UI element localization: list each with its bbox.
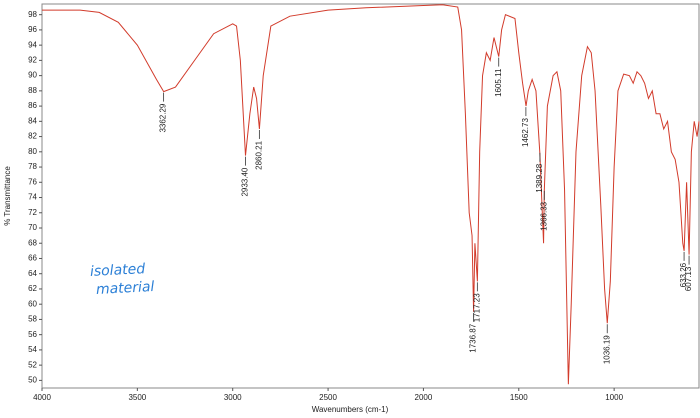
peak-label: 2933.40 <box>241 167 250 196</box>
y-tick-label: 88 <box>28 86 37 95</box>
y-tick-label: 68 <box>28 238 37 247</box>
x-tick-label: 3500 <box>128 393 146 402</box>
y-tick-label: 92 <box>28 55 37 64</box>
x-tick-label: 1000 <box>605 393 623 402</box>
handwritten-note: isolated <box>90 261 146 280</box>
y-tick-label: 52 <box>28 360 37 369</box>
spectrum-line <box>42 4 700 385</box>
x-tick-label: 1500 <box>510 393 528 402</box>
y-tick-label: 50 <box>28 375 37 384</box>
y-tick-label: 72 <box>28 208 37 217</box>
peak-label: 1462.73 <box>521 118 530 147</box>
peak-label: 1036.19 <box>602 335 611 364</box>
peak-label: 1389.28 <box>535 163 544 192</box>
y-tick-label: 90 <box>28 71 37 80</box>
y-tick-label: 84 <box>28 116 37 125</box>
y-tick-label: 80 <box>28 147 37 156</box>
x-tick-label: 4000 <box>33 393 51 402</box>
y-tick-label: 76 <box>28 177 37 186</box>
peak-label: 1736.87 <box>469 323 478 352</box>
y-tick-label: 74 <box>28 193 37 202</box>
peak-label: 1605.11 <box>494 68 503 97</box>
x-tick-label: 2000 <box>415 393 433 402</box>
y-tick-label: 64 <box>28 269 37 278</box>
y-tick-label: 56 <box>28 330 37 339</box>
y-tick-label: 60 <box>28 299 37 308</box>
peak-label: 1717.23 <box>472 293 481 322</box>
y-tick-label: 82 <box>28 132 37 141</box>
handwritten-note: material <box>96 279 155 298</box>
x-tick-label: 2500 <box>319 393 337 402</box>
y-tick-label: 54 <box>28 345 37 354</box>
peak-label: 1366.33 <box>539 201 548 230</box>
peak-label: 3362.29 <box>159 103 168 132</box>
peak-label: 607.13 <box>684 266 693 291</box>
y-tick-label: 78 <box>28 162 37 171</box>
y-tick-label: 62 <box>28 284 37 293</box>
y-tick-label: 98 <box>28 10 37 19</box>
y-tick-label: 70 <box>28 223 37 232</box>
y-tick-label: 66 <box>28 254 37 263</box>
plot-frame <box>41 3 700 389</box>
peak-label: 2860.21 <box>254 140 263 169</box>
y-tick-label: 58 <box>28 315 37 324</box>
x-tick-label: 3000 <box>224 393 242 402</box>
y-tick-label: 96 <box>28 25 37 34</box>
y-tick-label: 94 <box>28 40 37 49</box>
y-tick-label: 86 <box>28 101 37 110</box>
x-axis-label: Wavenumbers (cm-1) <box>312 405 389 414</box>
y-axis-label: % Transmittance <box>3 166 12 226</box>
peak-label: 633.26 <box>679 262 688 287</box>
